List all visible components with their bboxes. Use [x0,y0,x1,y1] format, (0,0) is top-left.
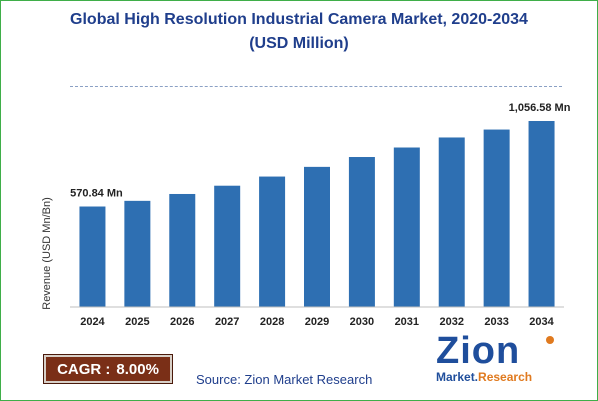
logo-wordmark: Zion [436,330,521,372]
cagr-value: 8.00% [116,360,159,378]
logo-sub-market: Market. [436,370,479,384]
cagr-badge: CAGR : 8.00% [43,354,173,384]
x-tick-label-2033: 2033 [484,316,508,328]
bar-2031 [393,147,420,307]
source-note: Source: Zion Market Research [196,372,373,387]
x-tick-label-2030: 2030 [350,316,374,328]
logo-sub-research: Research [478,370,533,384]
x-tick-label-2029: 2029 [305,316,329,328]
cagr-label: CAGR : [57,360,111,378]
x-tick-label-2025: 2025 [125,316,149,328]
bar-2027 [214,185,241,307]
bar-2026 [169,193,196,307]
bar-2034 [528,121,555,307]
title-divider [70,86,562,87]
bar-2030 [348,157,375,307]
logo-dot-icon [546,336,554,344]
y-axis-label: Revenue (USD Mn/Bn) [41,197,53,310]
bar-2029 [304,166,330,307]
data-label-2024: 570.84 Mn [70,188,123,200]
chart-title-line1: Global High Resolution Industrial Camera… [70,11,528,28]
x-tick-label-2031: 2031 [395,316,419,328]
logo-subtitle: Market.Research [436,370,532,384]
x-tick-label-2024: 2024 [80,316,105,328]
data-label-2034: 1,056.58 Mn [509,102,571,114]
x-tick-label-2034: 2034 [529,316,554,328]
bar-2025 [124,200,151,307]
x-tick-label-2027: 2027 [215,316,239,328]
bar-2024 [79,206,106,307]
chart-title: Global High Resolution Industrial Camera… [0,8,598,56]
x-tick-label-2028: 2028 [260,316,284,328]
bar-2033 [483,129,510,307]
x-tick-label-2026: 2026 [170,316,194,328]
x-tick-label-2032: 2032 [439,316,463,328]
bar-2032 [438,137,465,307]
chart-title-line2: (USD Million) [249,35,349,52]
bar-2028 [259,176,286,307]
zion-logo: Zion Market.Research [432,330,556,386]
